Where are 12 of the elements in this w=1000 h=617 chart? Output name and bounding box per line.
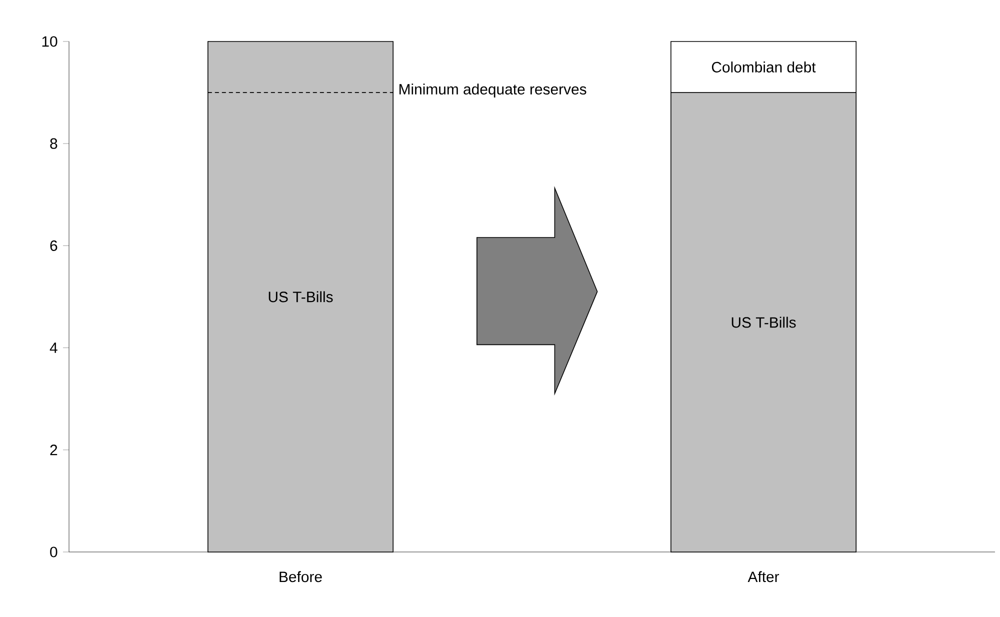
y-tick-label: 10 xyxy=(42,36,58,47)
y-tick-label: 4 xyxy=(50,342,58,353)
y-tick-label: 8 xyxy=(50,138,58,149)
y-tick-label: 2 xyxy=(50,444,58,456)
x-tick-label: After xyxy=(748,571,780,582)
x-tick-label: Before xyxy=(280,571,322,582)
text: US T-Bills xyxy=(268,291,333,302)
series-label: Colombian debt xyxy=(712,62,816,72)
ref-line-label: Minimum adequate reserves xyxy=(400,84,586,98)
y-tick-label: 0 xyxy=(50,546,58,558)
y-tick-label: 6 xyxy=(50,240,58,251)
series-label: US T-Bills xyxy=(732,316,796,328)
